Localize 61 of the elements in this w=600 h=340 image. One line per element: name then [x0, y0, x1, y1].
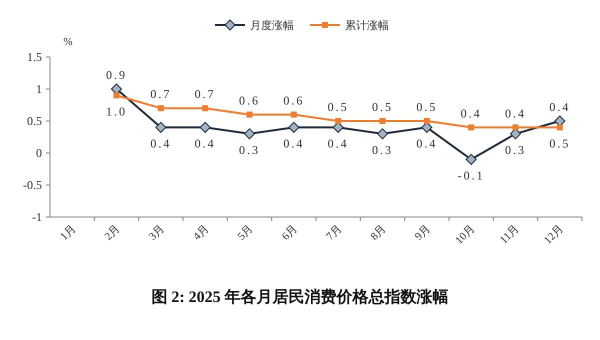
- point: [202, 105, 208, 112]
- point: [244, 128, 255, 140]
- data-label: 0.4: [416, 136, 438, 150]
- y-tick-label: -1: [32, 210, 42, 224]
- x-tick-label: 8月: [368, 222, 389, 243]
- point: [200, 122, 211, 133]
- data-label: 0.6: [239, 94, 260, 108]
- x-tick-label: 6月: [280, 222, 300, 243]
- y-tick-label: 1: [36, 82, 42, 96]
- point: [380, 118, 386, 124]
- data-label: 0.5: [549, 136, 570, 150]
- x-tick-label: 3月: [146, 222, 167, 243]
- data-label: 0.4: [328, 136, 349, 150]
- data-label: 0.7: [194, 87, 216, 102]
- y-tick-label: 0: [36, 146, 42, 160]
- data-label: 0.4: [549, 100, 570, 114]
- x-tick-label: 7月: [324, 222, 344, 243]
- x-tick-label: 10月: [453, 222, 478, 247]
- point: [377, 128, 388, 140]
- point: [246, 112, 252, 118]
- data-label: 0.5: [328, 100, 349, 114]
- data-label: 0.7: [150, 87, 172, 102]
- y-axis-title: %: [63, 36, 73, 48]
- data-label: 0.6: [283, 94, 304, 108]
- legend-label: 月度涨幅: [250, 19, 294, 32]
- data-label: 1.0: [106, 104, 127, 118]
- y-tick-label: 1.5: [27, 50, 42, 64]
- x-tick-label: 2月: [102, 222, 123, 243]
- data-label: 0.5: [372, 100, 393, 114]
- data-label: 0.4: [460, 106, 482, 120]
- text: 图 2: 2025 年各月居民消费价格总指数涨幅: [151, 288, 449, 306]
- point: [114, 92, 120, 98]
- point: [468, 124, 474, 130]
- y-tick-label: 0.5: [27, 114, 42, 128]
- point: [424, 118, 430, 124]
- point: [290, 112, 297, 118]
- point: [335, 118, 342, 124]
- data-label: 0.3: [505, 142, 526, 157]
- x-tick-label: 4月: [191, 222, 212, 243]
- point: [288, 122, 300, 133]
- x-tick-label: 5月: [235, 222, 256, 243]
- data-label: 0.5: [416, 100, 438, 114]
- data-label: 0.4: [505, 106, 526, 120]
- point: [158, 105, 164, 112]
- point: [466, 154, 477, 165]
- x-tick-label: 1月: [58, 222, 78, 243]
- point: [155, 122, 166, 133]
- data-label: 0.3: [239, 142, 260, 157]
- x-tick-label: 9月: [412, 222, 433, 243]
- data-label: -0.1: [458, 168, 485, 182]
- legend-label: 累计涨幅: [345, 19, 389, 32]
- data-label: 0.9: [106, 68, 127, 82]
- data-label: 0.4: [150, 136, 172, 150]
- data-label: 0.4: [283, 136, 304, 150]
- point: [512, 124, 518, 130]
- point: [556, 124, 563, 130]
- data-label: 0.3: [372, 142, 393, 157]
- x-tick-label: 12月: [542, 222, 566, 247]
- x-tick-label: 11月: [498, 222, 522, 246]
- data-label: 0.4: [194, 136, 216, 150]
- y-tick-label: -0.5: [23, 178, 42, 192]
